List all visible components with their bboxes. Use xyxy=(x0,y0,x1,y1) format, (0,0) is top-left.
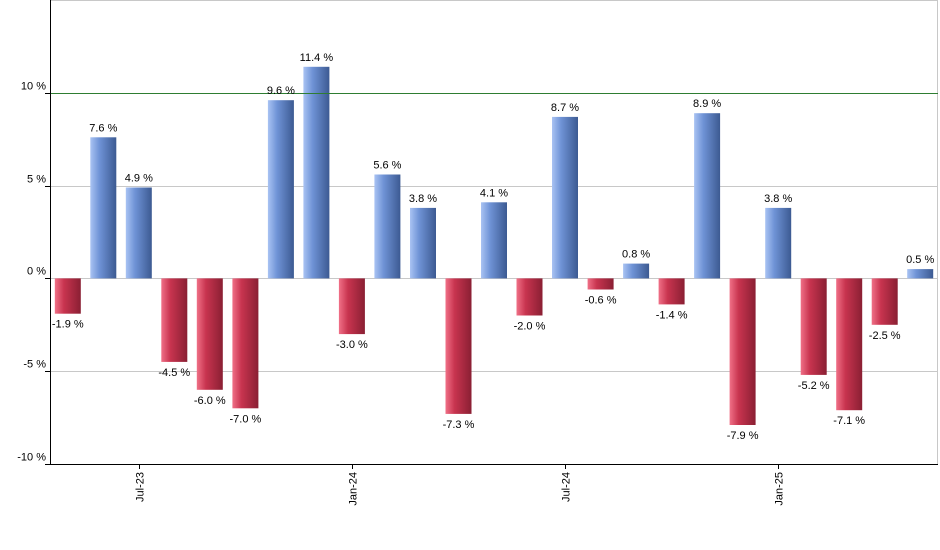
data-label: -1.4 % xyxy=(656,309,688,321)
data-label: 3.8 % xyxy=(764,193,792,205)
y-tick-label: 0 % xyxy=(27,266,46,278)
data-label: -7.3 % xyxy=(443,419,475,431)
bar xyxy=(729,278,756,425)
data-label: 11.4 % xyxy=(300,52,334,64)
bar xyxy=(765,207,792,279)
data-labels: -1.9 % 7.6 % 4.9 % -4.5 % -6.0 % -7.0 % 9.6 % 1… xyxy=(52,52,935,442)
data-label: 4.9 % xyxy=(125,173,153,185)
x-tick-label: Jan-24 xyxy=(348,472,360,506)
y-tick-label: -10 % xyxy=(17,452,46,464)
bar xyxy=(587,278,614,290)
bar xyxy=(232,278,259,409)
bars xyxy=(54,66,934,425)
data-label: 9.6 % xyxy=(267,85,295,97)
bar xyxy=(800,278,827,375)
data-label: 3.8 % xyxy=(409,193,437,205)
x-tick-label: Jul-23 xyxy=(135,472,147,502)
data-label: -2.5 % xyxy=(869,330,901,342)
bar xyxy=(516,278,543,316)
axes: 10 % 5 % 0 % -5 % -10 % Jul-23 Jan-24 Jul-24 Jan… xyxy=(17,0,938,506)
data-label: -5.2 % xyxy=(798,380,830,392)
data-label: 0.8 % xyxy=(622,249,650,261)
data-label: -1.9 % xyxy=(52,319,84,331)
y-tick-label: -5 % xyxy=(23,359,46,371)
x-tick-label: Jul-24 xyxy=(561,472,573,502)
data-label: 8.7 % xyxy=(551,102,579,114)
bar xyxy=(196,278,223,390)
bar xyxy=(694,113,721,279)
y-tick-label: 5 % xyxy=(27,174,46,186)
bar xyxy=(303,66,330,279)
bar xyxy=(658,278,685,305)
bar xyxy=(90,137,117,279)
data-label: 7.6 % xyxy=(89,122,117,134)
data-label: 8.9 % xyxy=(693,98,721,110)
bar xyxy=(552,116,578,279)
data-label: -3.0 % xyxy=(336,339,368,351)
data-label: -7.9 % xyxy=(727,430,759,442)
bar xyxy=(267,100,294,279)
bar xyxy=(481,202,507,279)
bar xyxy=(836,278,863,411)
data-label: 4.1 % xyxy=(480,187,508,199)
bar xyxy=(623,263,650,279)
data-label: -6.0 % xyxy=(194,395,226,407)
data-label: -0.6 % xyxy=(585,295,617,307)
bar xyxy=(871,278,898,325)
data-label: -7.0 % xyxy=(230,413,262,425)
bar xyxy=(161,278,188,362)
data-label: -7.1 % xyxy=(833,415,865,427)
bar xyxy=(410,207,436,279)
bar xyxy=(907,269,934,279)
bar xyxy=(374,174,401,279)
bar xyxy=(125,187,152,279)
bar xyxy=(338,278,365,335)
bar xyxy=(445,278,472,414)
data-label: 0.5 % xyxy=(906,254,934,266)
bar xyxy=(54,278,81,314)
data-label: 5.6 % xyxy=(373,160,401,172)
data-label: -4.5 % xyxy=(158,367,190,379)
y-tick-label: 10 % xyxy=(21,81,46,93)
x-tick-label: Jan-25 xyxy=(774,472,786,506)
data-label: -2.0 % xyxy=(514,321,546,333)
